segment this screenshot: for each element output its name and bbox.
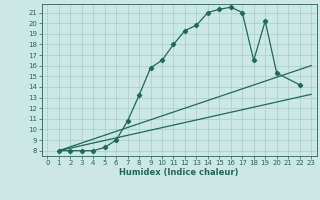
- X-axis label: Humidex (Indice chaleur): Humidex (Indice chaleur): [119, 168, 239, 177]
